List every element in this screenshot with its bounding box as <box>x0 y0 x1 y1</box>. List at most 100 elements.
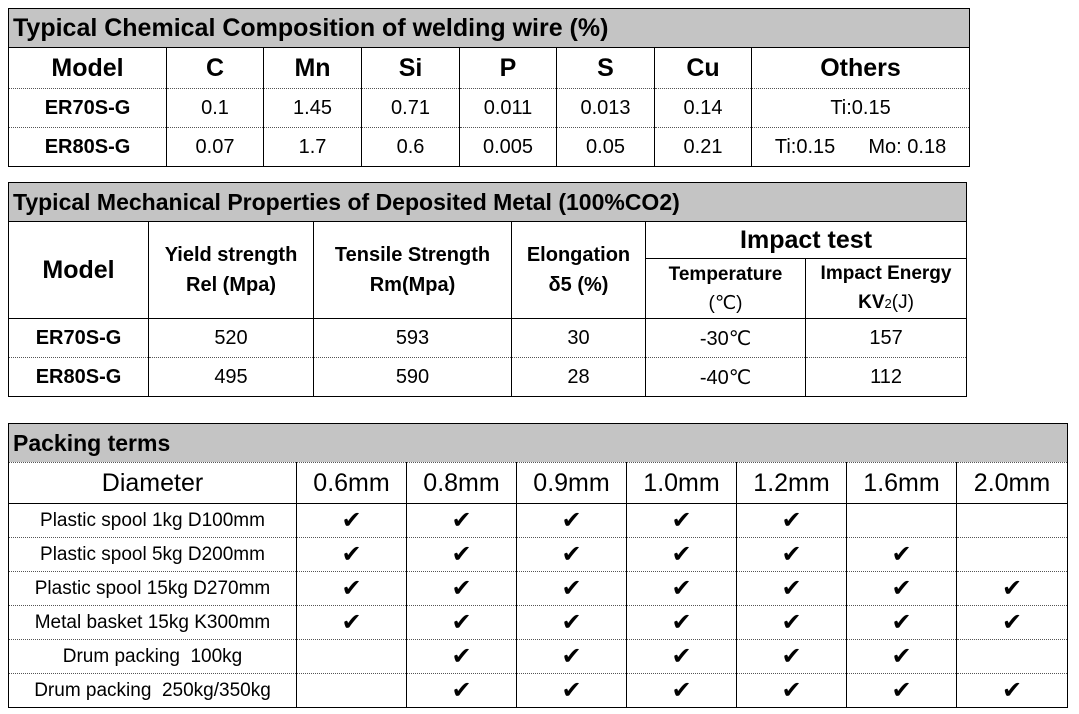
energy-header-line2: KV2(J) <box>807 288 966 318</box>
column-header-impact-test: Impact test <box>644 221 968 259</box>
column-header-model: Model <box>8 47 167 89</box>
model-cell: ER70S-G <box>8 88 167 128</box>
empty-cell <box>956 503 1068 538</box>
column-header-mn: Mn <box>263 47 362 89</box>
s-cell: 0.013 <box>556 88 655 128</box>
others-mo: Mo: 0.18 <box>868 135 947 158</box>
empty-cell <box>296 639 407 674</box>
cu-cell: 0.21 <box>654 127 752 167</box>
check-icon: ✔ <box>516 605 627 640</box>
column-header-diameter-value: 0.8mm <box>406 462 517 504</box>
column-header-diameter-value: 0.9mm <box>516 462 627 504</box>
c-cell: 0.07 <box>166 127 264 167</box>
others-cell: Ti:0.15 Mo: 0.18 <box>750 127 971 167</box>
check-icon: ✔ <box>516 639 627 674</box>
empty-cell <box>846 503 957 538</box>
check-icon: ✔ <box>296 537 407 572</box>
table-row: Drum packing 100kg ✔ ✔ ✔ ✔ ✔ <box>8 639 1068 674</box>
column-header-diameter-value: 1.2mm <box>736 462 847 504</box>
impact-energy-cell: 157 <box>804 318 968 358</box>
elongation-cell: 28 <box>511 357 646 397</box>
energy-subscript: 2 <box>884 296 892 311</box>
table-subheader-row: Temperature (℃) Impact Energy KV2(J) <box>9 258 968 319</box>
check-icon: ✔ <box>736 537 847 572</box>
table-row: ER80S-G 0.07 1.7 0.6 0.005 0.05 0.21 Ti:… <box>8 127 971 167</box>
check-icon: ✔ <box>626 503 737 538</box>
check-icon: ✔ <box>406 639 517 674</box>
tensile-header-line2: Rm(Mpa) <box>369 274 456 296</box>
s-cell: 0.05 <box>556 127 655 167</box>
check-icon: ✔ <box>956 571 1068 606</box>
packing-label-cell: Plastic spool 5kg D200mm <box>8 537 297 572</box>
check-icon: ✔ <box>736 605 847 640</box>
cu-cell: 0.14 <box>654 88 752 128</box>
mn-cell: 1.7 <box>263 127 362 167</box>
check-icon: ✔ <box>516 571 627 606</box>
table-row: ER70S-G 0.1 1.45 0.71 0.011 0.013 0.14 T… <box>8 88 971 128</box>
check-icon: ✔ <box>296 503 407 538</box>
empty-cell <box>296 673 407 708</box>
energy-kv: KV <box>858 292 885 313</box>
mechanical-properties-title: Typical Mechanical Properties of Deposit… <box>7 182 968 222</box>
table-header-row: Model Yield strength Rel (Mpa) Tensile S… <box>8 221 968 319</box>
column-header-others: Others <box>750 47 971 89</box>
model-cell: ER80S-G <box>8 357 149 397</box>
model-cell: ER70S-G <box>8 318 149 358</box>
check-icon: ✔ <box>626 571 737 606</box>
column-header-diameter-value: 1.6mm <box>846 462 957 504</box>
tensile-cell: 593 <box>313 318 512 358</box>
table-row: Drum packing 250kg/350kg ✔ ✔ ✔ ✔ ✔ ✔ <box>8 673 1068 708</box>
mechanical-properties-table: Typical Mechanical Properties of Deposit… <box>7 182 968 397</box>
check-icon: ✔ <box>846 571 957 606</box>
tensile-header-line1: Tensile Strength <box>334 244 491 266</box>
packing-label-cell: Plastic spool 1kg D100mm <box>8 503 297 538</box>
check-icon: ✔ <box>516 673 627 708</box>
check-icon: ✔ <box>626 673 737 708</box>
others-ti: Ti:0.15 <box>774 135 836 158</box>
column-header-diameter-value: 0.6mm <box>296 462 407 504</box>
yield-header-line1: Yield strength <box>164 244 298 266</box>
c-cell: 0.1 <box>166 88 264 128</box>
table-row: ER80S-G 495 590 28 -40℃ 112 <box>8 357 968 397</box>
packing-label-cell: Drum packing 100kg <box>8 639 297 674</box>
temperature-header-line1: Temperature <box>668 263 783 285</box>
packing-terms-title: Packing terms <box>8 423 1068 463</box>
empty-cell <box>956 639 1068 674</box>
column-header-diameter-value: 1.0mm <box>626 462 737 504</box>
empty-cell <box>956 537 1068 572</box>
chemical-composition-title: Typical Chemical Composition of welding … <box>7 8 971 48</box>
check-icon: ✔ <box>846 537 957 572</box>
check-icon: ✔ <box>626 639 737 674</box>
check-icon: ✔ <box>736 673 847 708</box>
column-header-si: Si <box>361 47 460 89</box>
mn-cell: 1.45 <box>263 88 362 128</box>
column-header-elongation: Elongation δ5 (%) <box>511 221 646 319</box>
check-icon: ✔ <box>516 537 627 572</box>
yield-cell: 520 <box>148 318 314 358</box>
column-header-p: P <box>459 47 557 89</box>
table-header-row: Model C Mn Si P S Cu Others <box>8 47 971 89</box>
yield-header-line2: Rel (Mpa) <box>186 274 276 296</box>
column-header-impact-energy: Impact Energy KV2(J) <box>804 258 968 319</box>
column-header-model: Model <box>8 221 149 319</box>
check-icon: ✔ <box>406 605 517 640</box>
table-row: Plastic spool 5kg D200mm ✔ ✔ ✔ ✔ ✔ ✔ <box>8 537 1068 572</box>
check-icon: ✔ <box>736 503 847 538</box>
check-icon: ✔ <box>296 571 407 606</box>
p-cell: 0.005 <box>459 127 557 167</box>
check-icon: ✔ <box>846 605 957 640</box>
table-row: Plastic spool 1kg D100mm ✔ ✔ ✔ ✔ ✔ <box>8 503 1068 538</box>
check-icon: ✔ <box>846 639 957 674</box>
p-cell: 0.011 <box>459 88 557 128</box>
si-cell: 0.6 <box>361 127 460 167</box>
column-header-s: S <box>556 47 655 89</box>
table-row: ER70S-G 520 593 30 -30℃ 157 <box>8 318 968 358</box>
check-icon: ✔ <box>406 571 517 606</box>
si-cell: 0.71 <box>361 88 460 128</box>
column-header-tensile: Tensile Strength Rm(Mpa) <box>313 221 512 319</box>
packing-label-cell: Plastic spool 15kg D270mm <box>8 571 297 606</box>
others-cell: Ti:0.15 <box>750 88 971 128</box>
column-header-diameter-value: 2.0mm <box>956 462 1068 504</box>
temperature-cell: -30℃ <box>645 318 806 358</box>
packing-label-cell: Metal basket 15kg K300mm <box>8 605 297 640</box>
